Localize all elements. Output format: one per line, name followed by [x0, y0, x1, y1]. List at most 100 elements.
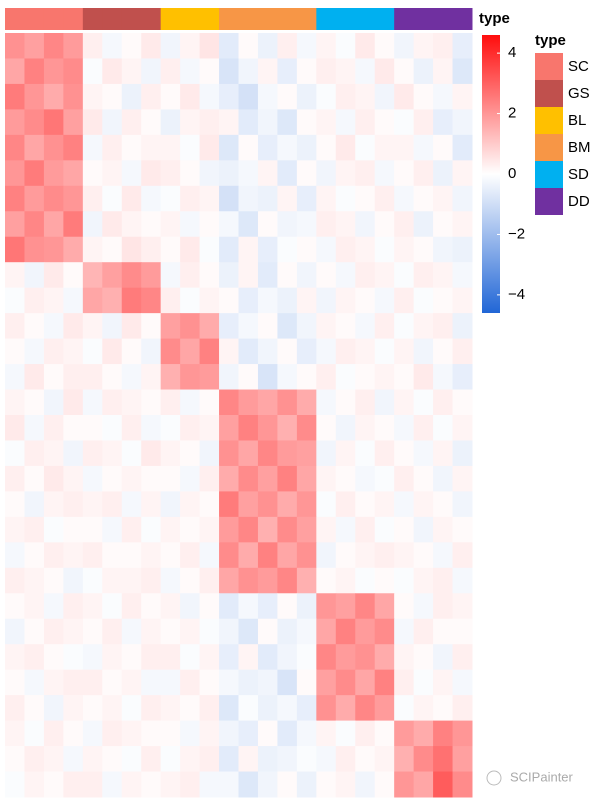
- heatmap-cell: [257, 134, 278, 161]
- heatmap-cell: [219, 211, 239, 238]
- heatmap-cell: [121, 262, 142, 289]
- heatmap-cell: [102, 491, 123, 518]
- annotation-cell: [433, 8, 454, 30]
- heatmap-cell: [63, 211, 84, 238]
- heatmap-cell: [413, 160, 434, 187]
- heatmap-cell: [296, 720, 317, 747]
- heatmap-cell: [335, 211, 356, 238]
- heatmap-cell: [452, 109, 473, 136]
- heatmap-cell: [102, 771, 123, 798]
- heatmap-cell: [413, 567, 434, 594]
- heatmap-cell: [141, 389, 162, 416]
- heatmap-cell: [43, 338, 64, 365]
- heatmap-cell: [452, 644, 473, 671]
- heatmap-cell: [238, 58, 259, 85]
- heatmap-cell: [160, 134, 181, 161]
- annotation-cell: [24, 8, 45, 30]
- heatmap-cell: [141, 771, 162, 798]
- heatmap-cell: [394, 415, 415, 441]
- heatmap-cell: [219, 236, 239, 263]
- heatmap-cell: [121, 771, 142, 798]
- heatmap-cell: [180, 516, 201, 543]
- heatmap-cell: [82, 465, 103, 492]
- heatmap-cell: [374, 211, 395, 238]
- heatmap-cell: [374, 771, 395, 798]
- heatmap-cell: [63, 262, 84, 289]
- heatmap-cell: [316, 33, 337, 59]
- heatmap-cell: [180, 415, 201, 441]
- heatmap-cell: [335, 695, 356, 722]
- heatmap-cell: [160, 109, 181, 136]
- heatmap-cell: [199, 364, 220, 391]
- heatmap-cell: [355, 542, 376, 569]
- heatmap-cell: [180, 185, 201, 212]
- heatmap-cell: [277, 618, 298, 645]
- heatmap-cell: [199, 618, 220, 645]
- heatmap-cell: [160, 33, 181, 59]
- heatmap-cell: [433, 389, 454, 416]
- heatmap-cell: [180, 491, 201, 518]
- heatmap-cell: [277, 33, 298, 59]
- heatmap-cell: [335, 491, 356, 518]
- heatmap-cell: [24, 465, 45, 492]
- annotation-cell: [121, 8, 142, 30]
- heatmap-cell: [63, 491, 84, 518]
- heatmap-cell: [5, 236, 25, 263]
- heatmap-cell: [316, 160, 337, 187]
- heatmap-cell: [433, 83, 454, 110]
- heatmap-cell: [121, 618, 142, 645]
- heatmap-cell: [394, 160, 415, 187]
- heatmap-cell: [5, 771, 25, 798]
- heatmap-cell: [180, 262, 201, 289]
- heatmap-cell: [43, 415, 64, 441]
- heatmap-cell: [160, 262, 181, 289]
- heatmap-cell: [277, 771, 298, 798]
- heatmap-cell: [63, 33, 84, 59]
- heatmap-cell: [5, 83, 25, 110]
- heatmap-cell: [413, 542, 434, 569]
- heatmap-cell: [219, 109, 239, 136]
- heatmap-cell: [219, 415, 239, 441]
- heatmap-cell: [219, 695, 239, 722]
- heatmap-cell: [63, 134, 84, 161]
- heatmap-cell: [24, 695, 45, 722]
- heatmap-cell: [238, 185, 259, 212]
- heatmap-cell: [82, 491, 103, 518]
- heatmap-cell: [24, 669, 45, 696]
- heatmap-cell: [219, 465, 239, 492]
- heatmap-cell: [63, 542, 84, 569]
- heatmap-cell: [102, 644, 123, 671]
- heatmap-cell: [452, 262, 473, 289]
- heatmap-cell: [121, 185, 142, 212]
- heatmap-cell: [433, 211, 454, 238]
- heatmap-cell: [141, 669, 162, 696]
- heatmap-cell: [452, 746, 473, 773]
- heatmap-cell: [141, 287, 162, 314]
- heatmap-cell: [43, 58, 64, 85]
- heatmap-cell: [82, 415, 103, 441]
- annotation-cell: [82, 8, 103, 30]
- heatmap-cell: [355, 720, 376, 747]
- heatmap-cell: [335, 160, 356, 187]
- heatmap-cell: [121, 33, 142, 59]
- heatmap-cell: [63, 287, 84, 314]
- heatmap-cell: [394, 746, 415, 773]
- heatmap-cell: [63, 58, 84, 85]
- heatmap-cell: [355, 236, 376, 263]
- heatmap-cell: [199, 669, 220, 696]
- heatmap-cell: [219, 262, 239, 289]
- heatmap-cell: [121, 644, 142, 671]
- heatmap-cell: [257, 160, 278, 187]
- heatmap-cell: [433, 644, 454, 671]
- heatmap-cell: [316, 567, 337, 594]
- heatmap-cell: [316, 593, 337, 620]
- heatmap-cell: [219, 134, 239, 161]
- heatmap-cell: [335, 83, 356, 110]
- heatmap-cell: [335, 185, 356, 212]
- heatmap-cell: [63, 440, 84, 467]
- heatmap-cell: [316, 236, 337, 263]
- heatmap-cell: [433, 262, 454, 289]
- heatmap-cell: [355, 160, 376, 187]
- heatmap-cell: [238, 644, 259, 671]
- heatmap-cell: [24, 33, 45, 59]
